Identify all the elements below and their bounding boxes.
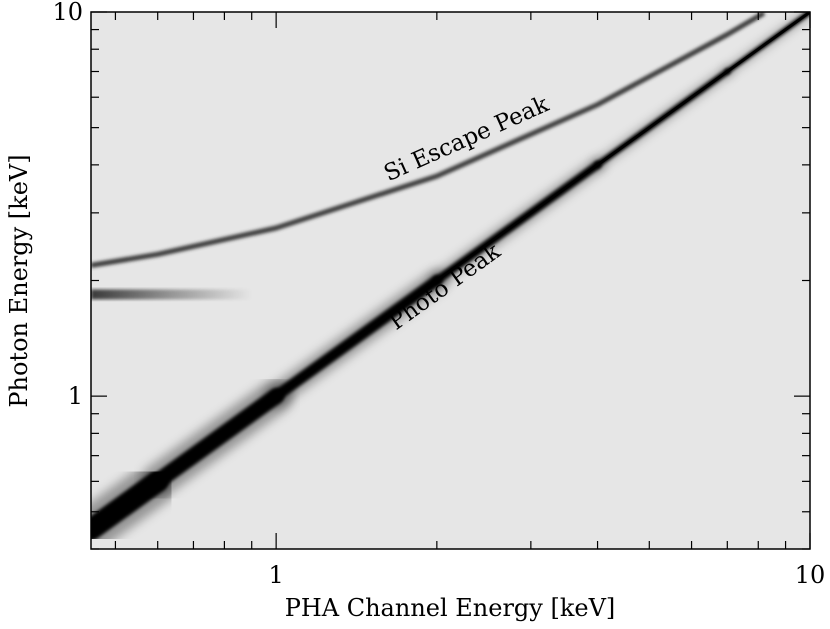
axis-ticks xyxy=(91,11,811,550)
tick-labels: 1 10 1 10 xyxy=(52,0,825,589)
x-tick-label: 1 xyxy=(268,561,283,589)
y-tick-label: 1 xyxy=(68,382,83,410)
si-escape-peak-line xyxy=(91,12,766,268)
x-tick-label: 10 xyxy=(795,561,826,589)
x-axis-label: PHA Channel Energy [keV] xyxy=(285,594,616,622)
photo-peak-line xyxy=(91,12,810,531)
y-tick-label: 10 xyxy=(52,0,83,26)
si-edge-tail xyxy=(91,289,252,300)
y-axis-label: Photon Energy [keV] xyxy=(5,154,33,407)
heatmap-features xyxy=(91,12,810,549)
